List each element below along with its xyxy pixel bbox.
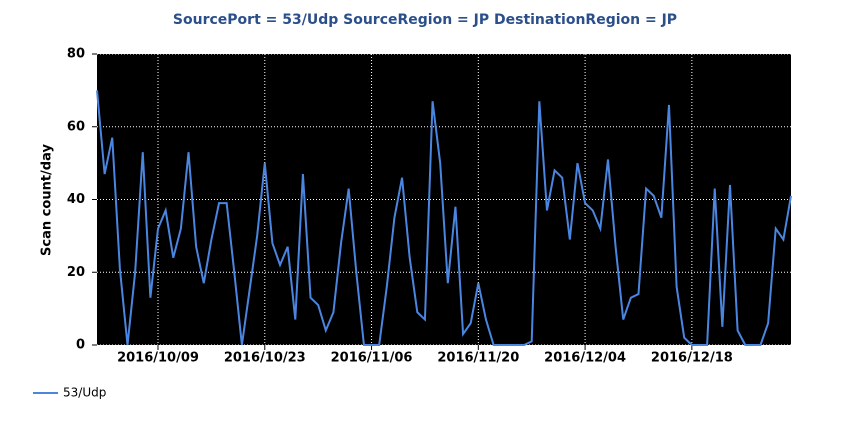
data-line <box>96 90 792 346</box>
x-tick-label: 2016/12/18 <box>651 351 733 366</box>
y-axis-label: Scan count/day <box>40 144 55 256</box>
x-tick-label: 2016/11/06 <box>331 351 413 366</box>
chart-title: SourcePort = 53/Udp SourceRegion = JP De… <box>173 12 677 28</box>
y-tick-label: 40 <box>67 192 85 207</box>
y-tick-label: 20 <box>67 265 85 280</box>
y-tick-label: 0 <box>76 338 85 353</box>
x-tick-label: 2016/11/20 <box>437 351 519 366</box>
y-tick-label: 80 <box>67 47 85 62</box>
y-tick-label: 60 <box>67 119 85 134</box>
x-tick-label: 2016/12/04 <box>544 351 626 366</box>
x-tick-label: 2016/10/23 <box>224 351 306 366</box>
x-tick-label: 2016/10/09 <box>117 351 199 366</box>
legend-label: 53/Udp <box>63 386 106 400</box>
plot-area <box>97 54 791 345</box>
